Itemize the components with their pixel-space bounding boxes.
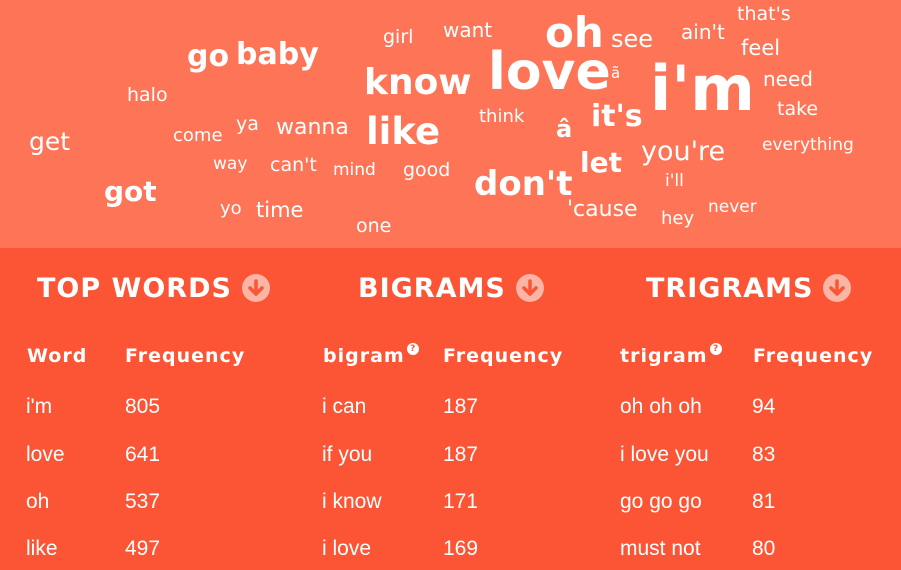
cloud-word: hey [661,208,695,229]
frequency-column-header: Frequency [753,345,874,367]
top-words-section: TOP WORDS Word Frequency i'm 805 love 64… [0,248,300,570]
download-trigrams-icon[interactable] [823,274,852,302]
trigram-cell: must not [620,537,701,560]
cloud-word: wanna [276,115,349,140]
frequency-cell: 187 [443,395,479,418]
frequency-cell: 497 [125,537,161,560]
word-cell: love [26,443,65,466]
bigram-header-label: bigram [323,345,405,367]
cloud-word: i'll [665,171,684,191]
cloud-word: mind [333,160,376,180]
cloud-word: think [479,106,525,127]
top-words-title: TOP WORDS [37,272,232,304]
cloud-word: take [777,98,819,120]
cloud-word: go [187,39,230,74]
trigrams-header: TRIGRAMS [646,272,852,304]
bigram-cell: i can [322,395,367,418]
frequency-column-header: Frequency [125,345,246,367]
cloud-word: got [104,175,157,208]
frequency-cell: 537 [125,490,161,513]
bigram-cell: i know [322,490,382,513]
cloud-word: love [488,42,611,102]
cloud-word: good [403,159,451,181]
word-cell: oh [26,490,50,513]
trigram-column-header: trigram? [620,343,722,367]
cloud-word: feel [741,36,781,60]
cloud-word: girl [383,26,414,48]
bigram-cell: if you [322,443,373,466]
frequency-cell: 81 [752,490,776,513]
frequency-cell: 187 [443,443,479,466]
trigram-cell: go go go [620,490,702,513]
cloud-word: i'm [650,52,755,125]
frequency-cell: 94 [752,395,776,418]
top-words-header: TOP WORDS [37,272,270,304]
cloud-word: need [763,67,813,91]
frequency-cell: 171 [443,490,479,513]
cloud-word: 'cause [567,197,638,222]
help-icon[interactable]: ? [709,343,722,355]
cloud-word: yo [220,198,242,219]
cloud-word: it's [591,99,643,134]
cloud-word: like [366,110,441,153]
trigrams-section: TRIGRAMS trigram? Frequency oh oh oh 94 … [600,248,901,570]
cloud-word: oh [545,8,604,57]
trigrams-title: TRIGRAMS [646,272,814,304]
bigrams-section: BIGRAMS bigram? Frequency i can 187 if y… [300,248,600,570]
cloud-word: everything [762,135,854,155]
frequency-column-header: Frequency [443,345,564,367]
cloud-word: see [611,25,654,53]
help-icon[interactable]: ? [406,343,419,355]
frequency-cell: 80 [752,537,776,560]
cloud-word: know [364,62,472,103]
cloud-word: want [443,18,493,42]
cloud-word: ya [236,113,259,135]
download-bigrams-icon[interactable] [515,274,544,302]
bigrams-title: BIGRAMS [358,272,506,304]
cloud-word: baby [236,37,319,72]
frequency-cell: 169 [443,537,479,560]
cloud-word: let [580,146,622,179]
word-cell: i'm [26,395,53,418]
cloud-word: halo [127,84,168,106]
cloud-word: that's [737,3,791,25]
cloud-word: way [213,154,248,174]
word-cell: like [26,537,58,560]
cloud-word: ain't [681,20,725,44]
bigrams-header: BIGRAMS [358,272,544,304]
frequency-cell: 641 [125,443,161,466]
stats-panel: TOP WORDS Word Frequency i'm 805 love 64… [0,248,901,570]
frequency-cell: 805 [125,395,161,418]
trigram-cell: i love you [620,443,709,466]
cloud-word: never [708,197,757,217]
trigram-cell: oh oh oh [620,395,702,418]
bigram-column-header: bigram? [323,343,419,367]
cloud-word: â [556,115,573,143]
cloud-word: one [356,215,392,237]
cloud-word: can't [270,154,317,176]
cloud-word: get [29,127,71,156]
word-cloud: that's want girl oh see ain't feel go baby love kn… [0,0,901,248]
cloud-word: you're [641,136,726,167]
cloud-word: don't [474,164,573,204]
cloud-word: ã [611,64,621,82]
cloud-word: time [256,198,304,222]
word-column-header: Word [27,345,88,367]
frequency-cell: 83 [752,443,776,466]
bigram-cell: i love [322,537,372,560]
trigram-header-label: trigram [620,345,708,367]
cloud-word: come [173,125,223,146]
download-top-words-icon[interactable] [241,274,270,302]
